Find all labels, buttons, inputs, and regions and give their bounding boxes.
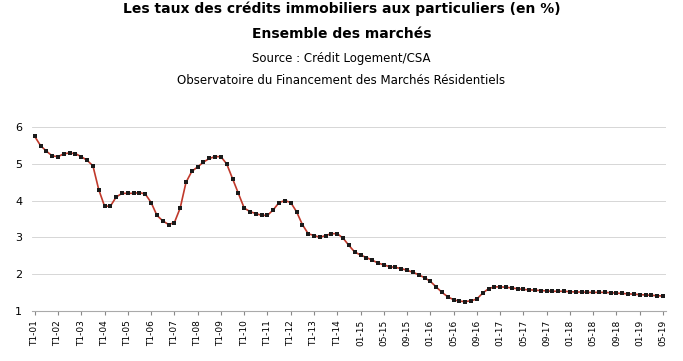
Text: Ensemble des marchés: Ensemble des marchés xyxy=(252,27,431,41)
Text: Les taux des crédits immobiliers aux particuliers (en %): Les taux des crédits immobiliers aux par… xyxy=(123,2,560,16)
Text: Observatoire du Financement des Marchés Résidentiels: Observatoire du Financement des Marchés … xyxy=(178,74,505,87)
Text: Source : Crédit Logement/CSA: Source : Crédit Logement/CSA xyxy=(252,52,431,65)
